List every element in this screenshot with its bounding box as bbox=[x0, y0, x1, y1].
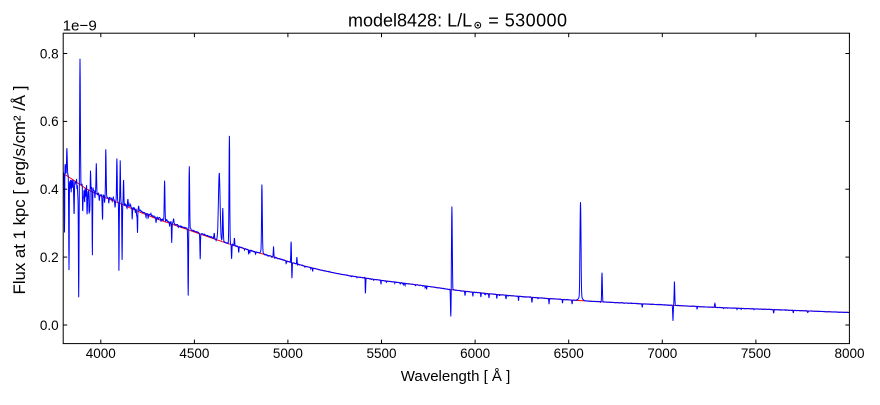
svg-text:5500: 5500 bbox=[366, 346, 396, 361]
svg-text:5000: 5000 bbox=[273, 346, 303, 361]
svg-text:6500: 6500 bbox=[554, 346, 584, 361]
svg-text:Wavelength [ Å ]: Wavelength [ Å ] bbox=[401, 368, 511, 385]
svg-text:0.0: 0.0 bbox=[40, 318, 59, 333]
svg-text:model8428: L/L: model8428: L/L bbox=[348, 10, 472, 30]
svg-text:0.2: 0.2 bbox=[40, 250, 59, 265]
svg-text:8000: 8000 bbox=[834, 346, 864, 361]
svg-text:7000: 7000 bbox=[647, 346, 677, 361]
svg-text:6000: 6000 bbox=[460, 346, 490, 361]
svg-text:0.8: 0.8 bbox=[40, 46, 59, 61]
svg-text:7500: 7500 bbox=[741, 346, 771, 361]
svg-text:= 530000: = 530000 bbox=[488, 10, 567, 30]
svg-text:1e−9: 1e−9 bbox=[63, 17, 97, 34]
svg-text:4000: 4000 bbox=[86, 346, 116, 361]
svg-text:Flux at 1 kpc [ erg/s/cm² /Å ]: Flux at 1 kpc [ erg/s/cm² /Å ] bbox=[10, 86, 29, 295]
svg-text:4500: 4500 bbox=[179, 346, 209, 361]
svg-text:0.6: 0.6 bbox=[40, 114, 59, 129]
svg-text:0.4: 0.4 bbox=[40, 182, 59, 197]
